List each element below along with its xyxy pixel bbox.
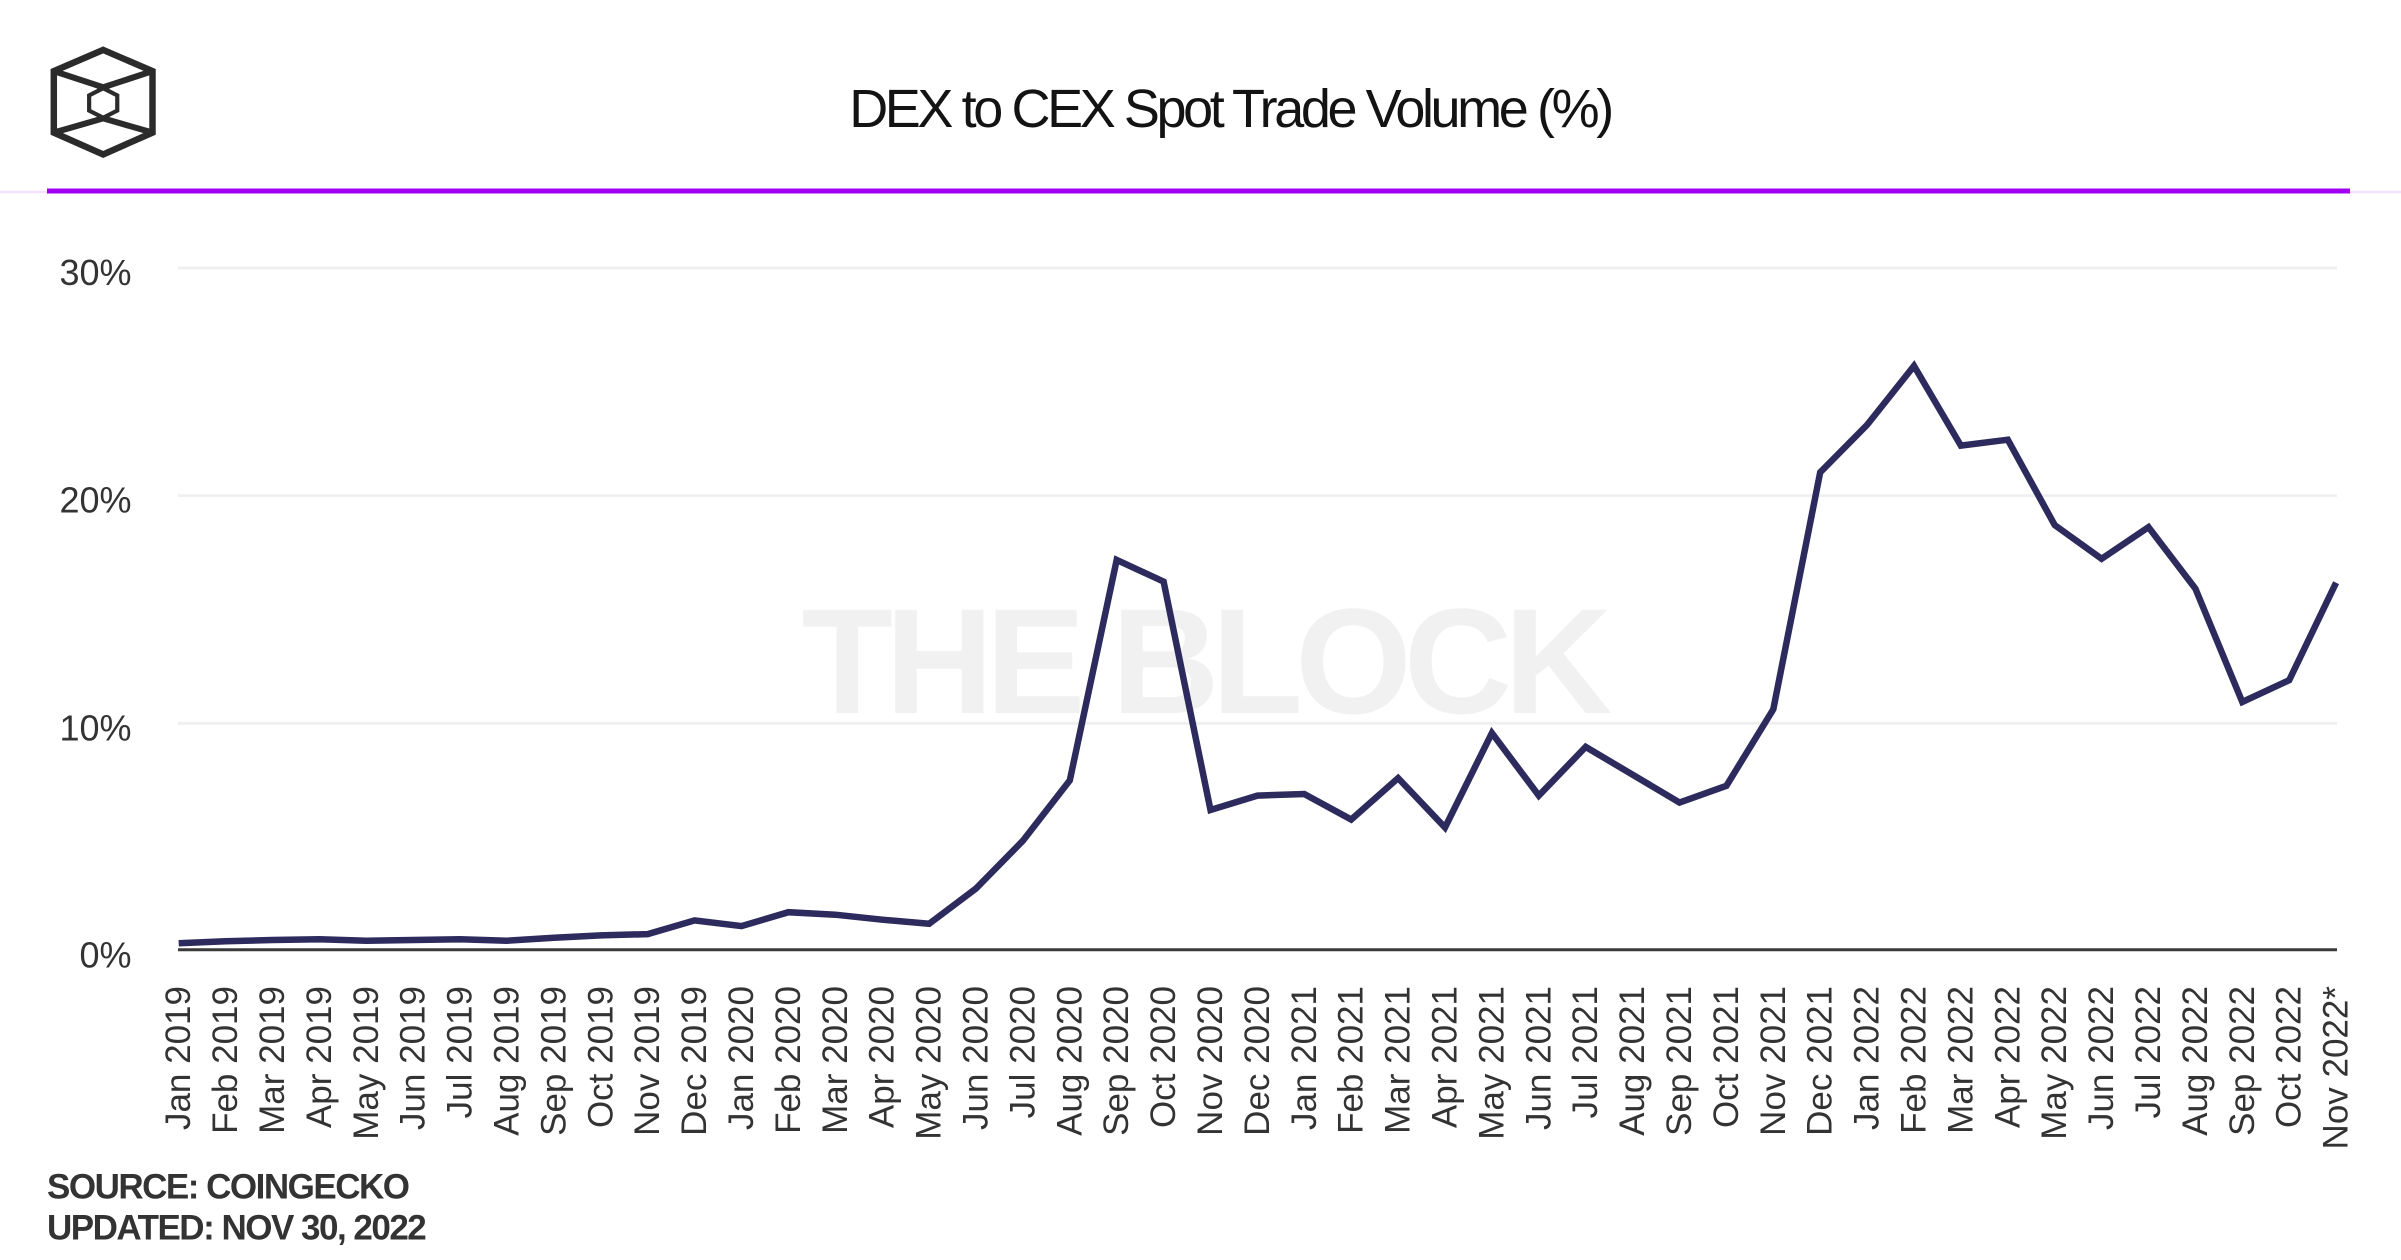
svg-text:May 2019: May 2019 — [347, 986, 386, 1140]
svg-text:Aug 2020: Aug 2020 — [1050, 986, 1089, 1136]
svg-text:Jan 2020: Jan 2020 — [722, 986, 761, 1130]
svg-text:Mar 2022: Mar 2022 — [1941, 986, 1980, 1134]
svg-text:THE BLOCK: THE BLOCK — [802, 577, 1612, 745]
svg-text:20%: 20% — [59, 480, 131, 521]
svg-text:Nov 2019: Nov 2019 — [628, 986, 667, 1136]
svg-text:30%: 30% — [59, 252, 131, 293]
svg-text:Apr 2019: Apr 2019 — [300, 986, 339, 1128]
svg-text:Apr 2022: Apr 2022 — [1988, 986, 2027, 1128]
svg-text:Jul 2022: Jul 2022 — [2129, 986, 2168, 1118]
svg-text:Apr 2020: Apr 2020 — [863, 986, 902, 1128]
svg-text:10%: 10% — [59, 707, 131, 748]
svg-text:Aug 2019: Aug 2019 — [488, 986, 527, 1136]
svg-text:Feb 2022: Feb 2022 — [1895, 986, 1934, 1134]
svg-text:Feb 2021: Feb 2021 — [1332, 986, 1371, 1134]
svg-text:UPDATED: NOV 30, 2022: UPDATED: NOV 30, 2022 — [47, 1209, 426, 1248]
svg-text:May 2022: May 2022 — [2035, 986, 2074, 1140]
svg-text:Mar 2020: Mar 2020 — [816, 986, 855, 1134]
svg-text:Jan 2022: Jan 2022 — [1848, 986, 1887, 1130]
svg-text:Oct 2021: Oct 2021 — [1707, 986, 1746, 1128]
svg-text:Nov 2021: Nov 2021 — [1754, 986, 1793, 1136]
svg-text:Feb 2020: Feb 2020 — [769, 986, 808, 1134]
svg-text:Dec 2021: Dec 2021 — [1801, 986, 1840, 1136]
svg-text:Jul 2020: Jul 2020 — [1003, 986, 1042, 1118]
svg-text:Aug 2021: Aug 2021 — [1613, 986, 1652, 1136]
svg-text:May 2021: May 2021 — [1472, 986, 1511, 1140]
svg-text:Jan 2021: Jan 2021 — [1285, 986, 1324, 1130]
svg-text:Nov 2020: Nov 2020 — [1191, 986, 1230, 1136]
svg-text:Nov 2022*: Nov 2022* — [2317, 986, 2356, 1150]
svg-text:May 2020: May 2020 — [910, 986, 949, 1140]
svg-text:Sep 2020: Sep 2020 — [1097, 986, 1136, 1136]
svg-text:Sep 2019: Sep 2019 — [534, 986, 573, 1136]
svg-text:Sep 2021: Sep 2021 — [1660, 986, 1699, 1136]
svg-text:Jun 2022: Jun 2022 — [2082, 986, 2121, 1130]
svg-text:Jan 2019: Jan 2019 — [159, 986, 198, 1130]
svg-text:Dec 2019: Dec 2019 — [675, 986, 714, 1136]
svg-text:Jul 2021: Jul 2021 — [1566, 986, 1605, 1118]
svg-text:Aug 2022: Aug 2022 — [2176, 986, 2215, 1136]
svg-text:Oct 2020: Oct 2020 — [1144, 986, 1183, 1128]
svg-text:Feb 2019: Feb 2019 — [206, 986, 245, 1134]
svg-text:Jun 2021: Jun 2021 — [1519, 986, 1558, 1130]
svg-text:Oct 2022: Oct 2022 — [2270, 986, 2309, 1128]
svg-text:Sep 2022: Sep 2022 — [2223, 986, 2262, 1136]
svg-text:Jun 2019: Jun 2019 — [394, 986, 433, 1130]
svg-text:Mar 2019: Mar 2019 — [253, 986, 292, 1134]
svg-text:0%: 0% — [79, 935, 131, 976]
svg-text:Apr 2021: Apr 2021 — [1426, 986, 1465, 1128]
svg-text:Jun 2020: Jun 2020 — [957, 986, 996, 1130]
svg-text:Mar 2021: Mar 2021 — [1379, 986, 1418, 1134]
svg-text:SOURCE: COINGECKO: SOURCE: COINGECKO — [47, 1168, 409, 1207]
svg-text:DEX to CEX Spot Trade Volume (: DEX to CEX Spot Trade Volume (%) — [849, 79, 1611, 139]
svg-text:Oct 2019: Oct 2019 — [581, 986, 620, 1128]
svg-text:Jul 2019: Jul 2019 — [441, 986, 480, 1118]
svg-text:Dec 2020: Dec 2020 — [1238, 986, 1277, 1136]
